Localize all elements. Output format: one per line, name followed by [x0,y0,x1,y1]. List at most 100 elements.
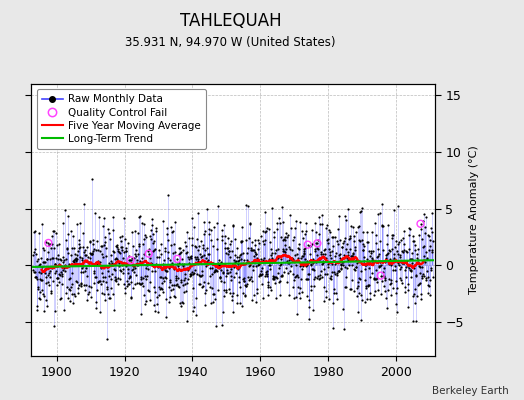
Point [353,224,362,230]
Point [300,246,309,252]
Point [99,222,107,229]
Point [330,268,338,275]
Point [198,272,206,278]
Point [329,325,337,331]
Point [307,287,315,293]
Point [105,272,113,279]
Point [59,257,68,264]
Point [236,252,244,258]
Point [422,249,430,255]
Point [212,263,220,269]
Point [174,282,182,289]
Point [255,240,264,246]
Point [206,284,214,290]
Point [210,269,218,276]
Point [152,301,161,307]
Point [230,274,238,280]
Point [270,274,279,280]
Point [166,276,174,283]
Point [251,236,259,243]
Point [367,247,376,254]
Point [111,267,119,274]
Point [187,253,195,259]
Point [425,243,434,249]
Point [401,284,409,290]
Point [69,258,77,264]
Point [344,257,352,263]
Point [126,273,135,279]
Point [373,279,381,285]
Point [281,230,290,236]
Point [118,233,126,239]
Point [410,264,419,271]
Point [366,296,375,302]
Point [414,257,422,263]
Point [148,240,157,246]
Point [386,248,394,254]
Point [120,215,128,221]
Point [185,235,193,242]
Point [70,245,78,252]
Point [137,310,145,317]
Point [134,262,142,268]
Point [151,268,159,274]
Point [152,225,160,232]
Point [285,244,293,250]
Point [336,265,345,271]
Point [93,287,102,294]
Point [405,264,413,271]
Point [37,255,45,261]
Point [272,256,280,263]
Point [179,300,188,306]
Point [329,300,337,306]
Point [389,256,398,263]
Point [53,281,61,288]
Point [287,263,296,269]
Point [192,256,200,263]
Point [396,275,405,281]
Point [86,238,94,244]
Point [241,292,249,298]
Point [101,239,109,246]
Point [408,250,417,256]
Point [323,236,332,242]
Point [278,273,286,279]
Point [143,261,151,268]
Point [323,271,332,277]
Point [211,267,219,274]
Point [39,258,48,265]
Point [389,267,397,273]
Point [231,236,239,243]
Point [325,229,334,236]
Point [156,274,164,280]
Point [354,274,363,281]
Point [31,274,40,280]
Point [332,258,340,265]
Point [233,292,242,298]
Point [393,308,401,315]
Point [267,257,276,264]
Point [339,262,347,268]
Point [54,241,63,248]
Point [242,283,250,289]
Point [372,232,380,238]
Point [54,275,62,282]
Point [392,301,401,308]
Point [52,275,61,281]
Point [221,240,229,246]
Point [286,246,294,252]
Point [32,274,40,280]
Point [328,248,336,254]
Point [361,277,369,284]
Point [301,256,309,262]
Point [281,249,289,256]
Point [217,227,226,234]
Point [424,232,432,238]
Point [173,263,182,269]
Point [115,263,123,269]
Point [394,240,402,247]
Point [388,246,397,252]
Point [367,260,375,267]
Point [338,244,346,250]
Point [102,245,111,251]
